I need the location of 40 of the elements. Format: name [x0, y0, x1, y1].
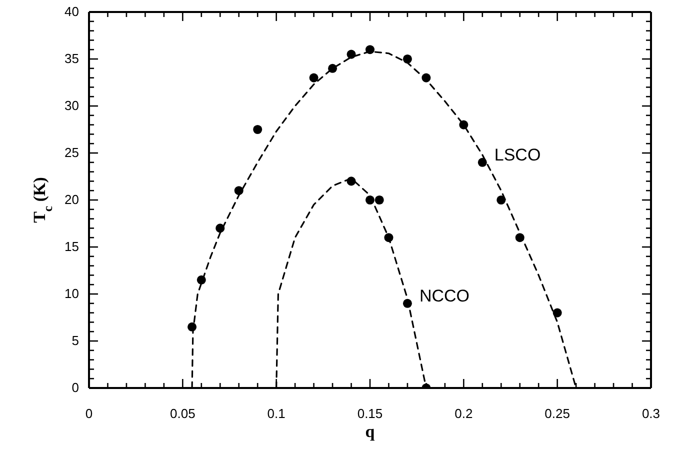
y-tick-label: 25 [64, 145, 79, 160]
point [346, 176, 356, 186]
point [346, 50, 356, 59]
point [515, 233, 524, 242]
point [496, 195, 506, 205]
y-tick-label: 40 [64, 4, 79, 19]
point [365, 195, 375, 205]
y-tick-label: 15 [64, 239, 79, 254]
point [384, 233, 394, 242]
point [328, 64, 338, 73]
x-tick-label: 0.05 [170, 406, 196, 421]
y-tick-label: 20 [64, 192, 79, 207]
x-tick-label: 0.1 [267, 406, 286, 421]
x-axis-title: q [365, 422, 376, 441]
y-tick-label: 35 [64, 51, 79, 66]
y-tick-label: 0 [72, 380, 79, 395]
y-tick-label: 30 [64, 98, 79, 113]
point [253, 124, 262, 134]
point [459, 120, 468, 130]
series-label: LSCO [494, 145, 541, 164]
x-tick-label: 0.3 [642, 406, 660, 421]
point [196, 275, 206, 284]
series-label: NCCO [419, 286, 470, 306]
point [188, 322, 197, 332]
x-tick-label: 0 [85, 406, 93, 421]
point [216, 224, 225, 233]
point [234, 186, 244, 196]
x-tick-label: 0.15 [357, 406, 383, 421]
point [402, 298, 412, 308]
y-tick-label: 10 [64, 286, 79, 301]
x-tick-label: 0.2 [454, 406, 473, 421]
point [552, 308, 562, 318]
x-tick-label: 0.25 [544, 406, 570, 421]
point [309, 73, 318, 82]
point [374, 195, 384, 205]
point [365, 45, 375, 54]
y-tick-label: 5 [72, 333, 79, 348]
point [422, 73, 431, 82]
point [478, 158, 487, 167]
point [402, 54, 412, 64]
